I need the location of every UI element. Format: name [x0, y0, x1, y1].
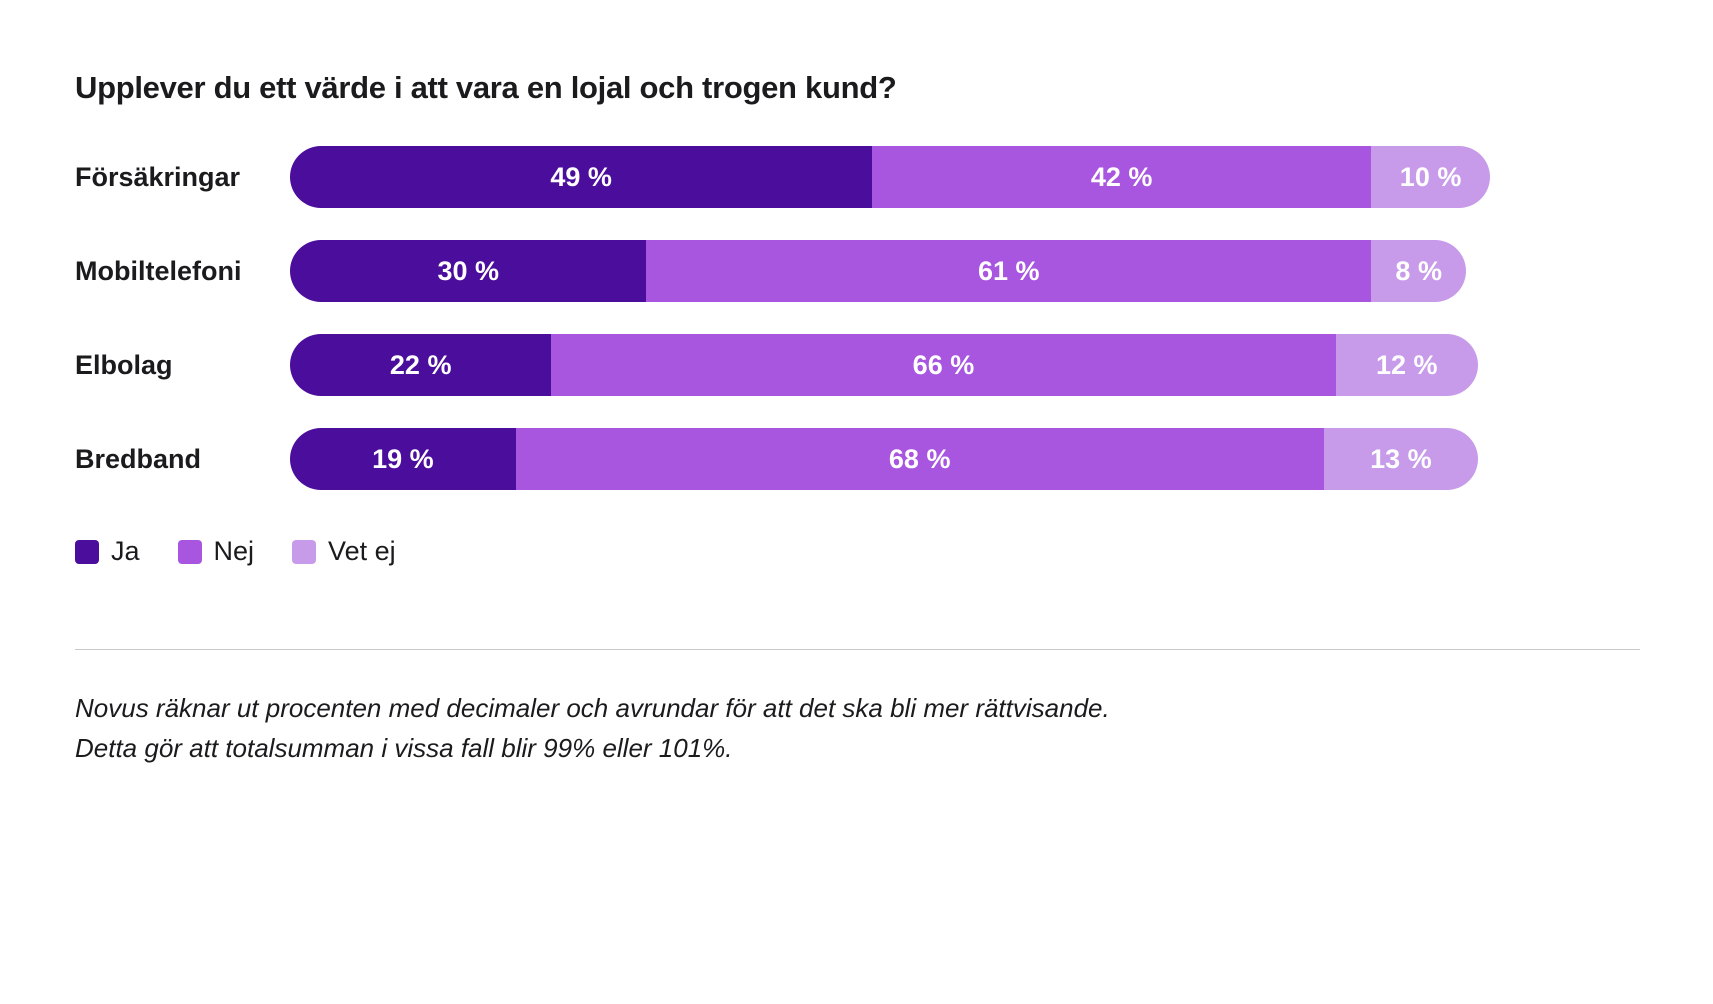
bar-segment-ja: 49 %: [290, 146, 873, 208]
legend-item-ja: Ja: [75, 536, 140, 567]
bar-track: 19 % 68 % 13 %: [290, 428, 1490, 490]
footnote-line-1: Novus räknar ut procenten med decimaler …: [75, 693, 1110, 723]
bar-segment-vet-ej: 12 %: [1335, 334, 1479, 396]
legend-item-vet-ej: Vet ej: [292, 536, 396, 567]
stacked-bar: 49 % 42 % 10 %: [290, 146, 1490, 208]
bar-segment-vet-ej: 10 %: [1371, 146, 1490, 208]
bar-segment-nej: 61 %: [646, 240, 1372, 302]
chart-row: Mobiltelefoni 30 % 61 % 8 %: [75, 240, 1490, 302]
legend-swatch: [292, 539, 317, 564]
footnote: Novus räknar ut procenten med decimaler …: [75, 688, 1640, 769]
bar-segment-vet-ej: 8 %: [1371, 240, 1467, 302]
footnote-line-2: Detta gör att totalsumman i vissa fall b…: [75, 733, 733, 764]
chart-legend: Ja Nej Vet ej: [75, 536, 1490, 567]
category-label: Försäkringar: [75, 161, 241, 192]
category-label: Elbolag: [75, 349, 173, 380]
chart-rows: Försäkringar 49 % 42 % 10 % Mobiltelefoni 30 …: [75, 146, 1490, 490]
bar-segment-ja: 19 %: [290, 428, 516, 490]
legend-label: Vet ej: [328, 536, 396, 566]
stacked-bar-chart: Försäkringar 49 % 42 % 10 % Mobiltelefoni 30 …: [75, 146, 1490, 567]
stacked-bar: 22 % 66 % 12 %: [290, 334, 1479, 396]
bar-segment-ja: 30 %: [290, 240, 647, 302]
bar-track: 22 % 66 % 12 %: [290, 334, 1490, 396]
legend-item-nej: Nej: [177, 536, 255, 567]
bar-segment-nej: 66 %: [551, 334, 1336, 396]
legend-swatch: [75, 539, 99, 564]
chart-row: Bredband 19 % 68 % 13 %: [75, 428, 1490, 490]
stacked-bar: 30 % 61 % 8 %: [290, 240, 1467, 302]
legend-swatch: [177, 539, 202, 564]
bar-track: 49 % 42 % 10 %: [290, 146, 1490, 208]
divider-line: [75, 649, 1640, 650]
bar-segment-vet-ej: 13 %: [1323, 428, 1479, 490]
bar-segment-ja: 22 %: [290, 334, 552, 396]
chart-row: Elbolag 22 % 66 % 12 %: [75, 334, 1490, 396]
chart-page: Upplever du ett värde i att vara en loja…: [75, 70, 1640, 769]
bar-segment-nej: 42 %: [872, 146, 1372, 208]
bar-track: 30 % 61 % 8 %: [290, 240, 1490, 302]
chart-row: Försäkringar 49 % 42 % 10 %: [75, 146, 1490, 208]
category-label: Bredband: [75, 443, 202, 474]
legend-label: Nej: [213, 536, 255, 566]
legend-label: Ja: [111, 536, 140, 566]
chart-title: Upplever du ett värde i att vara en loja…: [75, 70, 897, 105]
bar-segment-nej: 68 %: [515, 428, 1324, 490]
category-label: Mobiltelefoni: [75, 255, 242, 286]
stacked-bar: 19 % 68 % 13 %: [290, 428, 1479, 490]
